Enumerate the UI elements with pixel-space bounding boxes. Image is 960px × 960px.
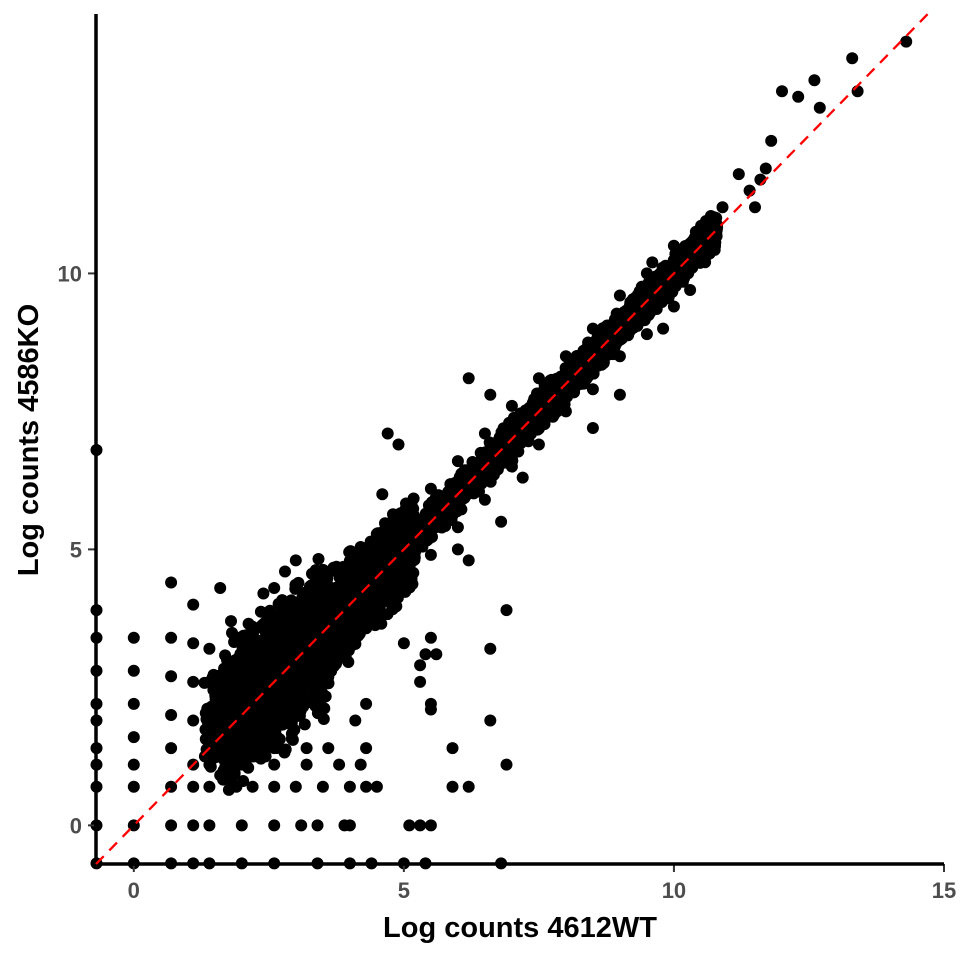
data-point-3958 [684, 245, 697, 258]
points-layer [90, 35, 913, 870]
data-point-3893 [488, 466, 501, 479]
data-point-3472 [704, 210, 717, 222]
data-point-3667 [451, 505, 464, 518]
data-point-3898 [701, 223, 714, 236]
data-point-3870 [582, 366, 595, 379]
data-point-3977 [681, 261, 694, 274]
data-point-4941 [342, 656, 355, 668]
data-point-3975 [602, 329, 615, 342]
data-point-3995 [542, 387, 555, 400]
data-point-3997 [492, 434, 505, 447]
data-point-3807 [567, 386, 580, 399]
data-point-3982 [661, 277, 674, 290]
